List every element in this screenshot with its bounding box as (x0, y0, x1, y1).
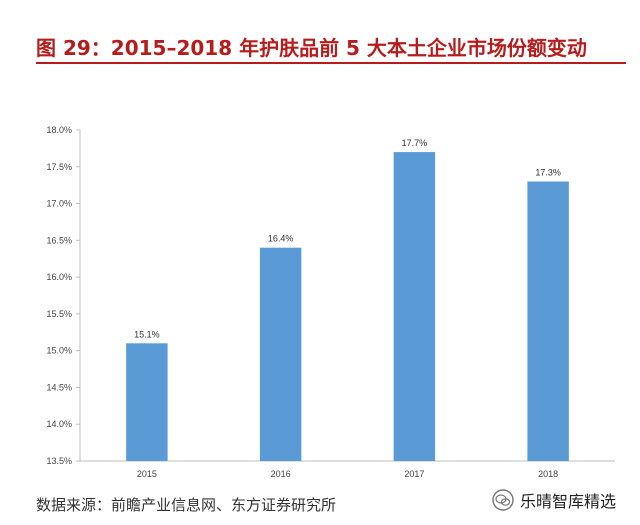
bar-2018 (527, 181, 569, 461)
source-note: 数据来源：前瞻产业信息网、东方证券研究所 (36, 496, 337, 514)
data-label-2017: 17.7% (402, 138, 428, 148)
y-axis: 13.5% 14.0% 14.5% 15.0% 15.5% 16.0% 16.5% 17.0%… (46, 125, 81, 466)
y-tick-label: 14.5% (46, 382, 72, 392)
data-label-2015: 15.1% (134, 329, 160, 339)
y-tick-label: 18.0% (46, 125, 72, 135)
bar-2015 (126, 343, 168, 461)
brand-text: 乐晴智库精选 (520, 492, 617, 511)
chart-title: 图 29：2015–2018 年护肤品前 5 大本土企业市场份额变动 (36, 36, 587, 60)
y-tick-label: 17.5% (46, 162, 72, 172)
y-tick-label: 13.5% (46, 456, 72, 466)
bar-2016 (259, 247, 302, 461)
x-axis: 2015 2016 2017 2018 (80, 460, 615, 479)
y-tick-label: 16.5% (46, 235, 72, 245)
x-tick-label: 2017 (404, 469, 424, 479)
bar-2017 (393, 152, 436, 462)
y-tick-label: 15.5% (46, 309, 72, 319)
y-tick-label: 14.0% (46, 419, 72, 429)
data-label-2016: 16.4% (268, 234, 294, 244)
bars (126, 152, 569, 462)
data-label-2018: 17.3% (535, 167, 561, 177)
y-tick-label: 17.0% (46, 199, 72, 209)
brand-watermark: 乐晴智库精选 (492, 488, 616, 512)
wechat-icon (492, 489, 514, 511)
x-tick-label: 2015 (137, 469, 157, 479)
y-tick-label: 16.0% (46, 272, 72, 282)
y-tick-label: 15.0% (46, 346, 72, 356)
title-divider (36, 62, 626, 64)
x-tick-label: 2018 (538, 469, 558, 479)
x-tick-label: 2016 (271, 469, 291, 479)
data-labels: 15.1% 16.4% 17.7% 17.3% (134, 138, 561, 339)
